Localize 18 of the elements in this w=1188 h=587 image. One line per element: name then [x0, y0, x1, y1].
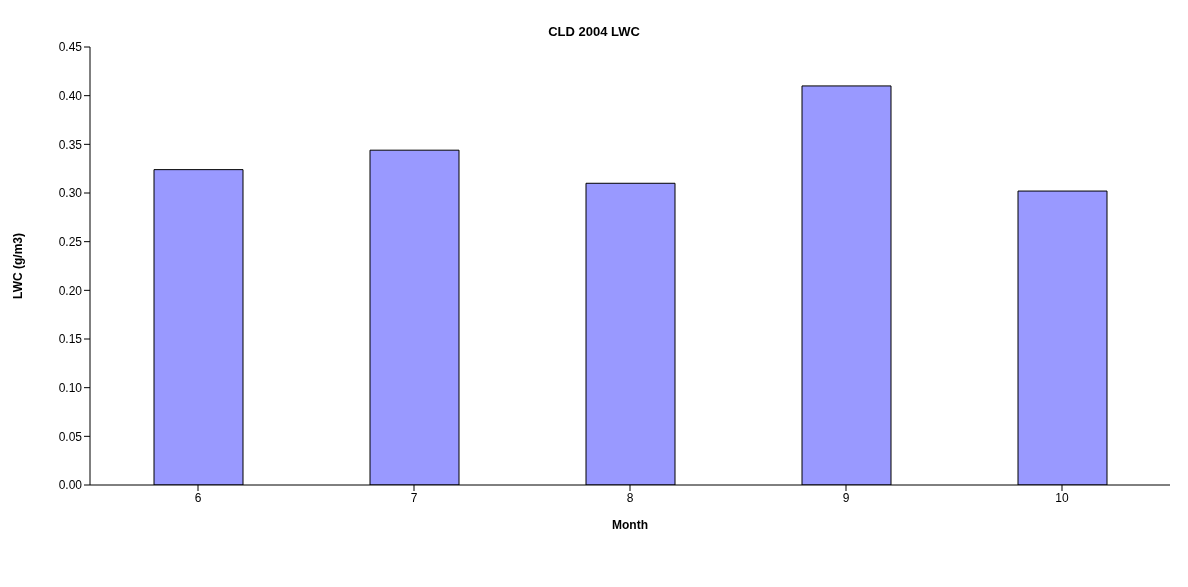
x-tick-label: 8: [626, 490, 634, 505]
y-tick-label: 0.30: [58, 186, 83, 201]
y-tick-label: 0.15: [58, 332, 83, 347]
y-axis-title: LWC (g/m3): [11, 233, 26, 299]
y-tick-label: 0.40: [58, 88, 83, 103]
x-axis-title: Month: [612, 518, 648, 532]
y-tick-label: 0.05: [58, 429, 83, 444]
y-tick-label: 0.45: [58, 40, 83, 55]
x-tick-label: 10: [1055, 490, 1069, 505]
x-tick-label: 7: [410, 490, 418, 505]
x-tick-label: 6: [194, 490, 202, 505]
y-tick-label: 0.20: [58, 283, 83, 298]
y-tick-label: 0.25: [58, 234, 83, 249]
y-tick-label: 0.00: [58, 478, 83, 493]
x-tick-label: 9: [842, 490, 850, 505]
y-tick-label: 0.10: [58, 380, 83, 395]
y-tick-label: 0.35: [58, 137, 83, 152]
chart-title: CLD 2004 LWC: [547, 24, 641, 39]
